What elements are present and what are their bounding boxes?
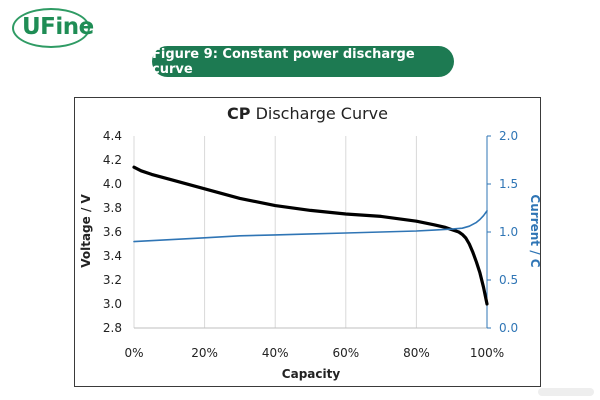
tick-labels: 0% 20% 40% 60% 80% 100% 2.8 3.0 3.2 3.4 3.6 3.8 4.0 4…: [103, 129, 518, 360]
y-tick-label: 2.8: [103, 321, 122, 335]
x-tick-label: 80%: [403, 346, 430, 360]
logo-text: UFine: [22, 14, 94, 40]
x-tick-label: 0%: [124, 346, 143, 360]
grid-lines: [133, 136, 488, 328]
figure-caption-banner: Figure 9: Constant power discharge curve: [152, 46, 454, 77]
x-tick-label: 60%: [332, 346, 359, 360]
x-tick-label: 40%: [262, 346, 289, 360]
x-axis-label: Capacity: [282, 367, 341, 381]
y-tick-label: 4.4: [103, 129, 122, 143]
y-tick-label: 3.0: [103, 297, 122, 311]
y2-axis-label: Current / C: [528, 194, 542, 267]
y-tick-label: 4.2: [103, 153, 122, 167]
chart-frame: [74, 97, 541, 387]
y2-tick-label: 2.0: [499, 129, 518, 143]
y-axis-label: Voltage / V: [79, 194, 93, 268]
y2-tick-label: 1.0: [499, 225, 518, 239]
y-tick-label: 3.8: [103, 201, 122, 215]
watermark: [538, 388, 594, 396]
y-tick-label: 3.6: [103, 225, 122, 239]
logo-oval: [12, 8, 90, 48]
y2-tick-label: 0.5: [499, 273, 518, 287]
chart-title-rest: Discharge Curve: [255, 104, 388, 123]
y-tick-label: 3.2: [103, 273, 122, 287]
y-tick-label: 3.4: [103, 249, 122, 263]
x-tick-label: 20%: [191, 346, 218, 360]
y2-tick-label: 1.5: [499, 177, 518, 191]
series-lines: [132, 165, 489, 306]
y2-tick-label: 0.0: [499, 321, 518, 335]
y-tick-label: 4.0: [103, 177, 122, 191]
current-series-line: [133, 210, 488, 243]
chart-title: CP Discharge Curve: [74, 104, 541, 123]
x-tick-label: 100%: [470, 346, 504, 360]
axes: [134, 135, 491, 329]
brand-logo: UFine: [12, 8, 94, 52]
chart-title-bold: CP: [227, 104, 251, 123]
voltage-series-line: [132, 165, 489, 306]
